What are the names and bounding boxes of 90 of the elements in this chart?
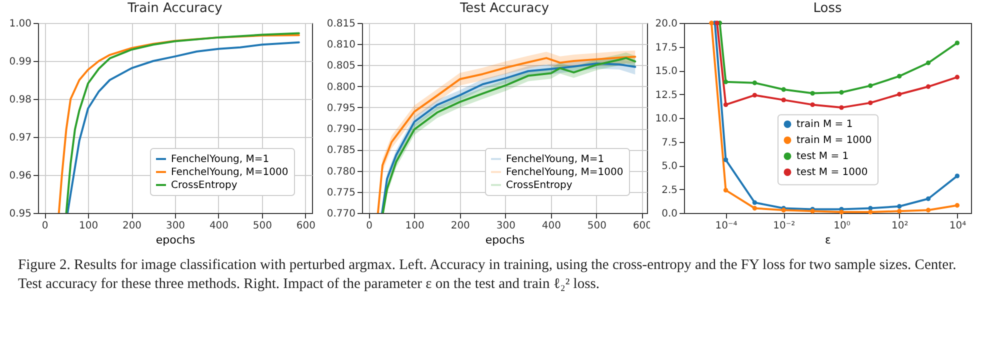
legend-label: test M = 1 [796, 151, 849, 162]
x-tick-label: 500 [587, 220, 607, 232]
point [810, 90, 815, 96]
x-tick-label: 400 [209, 220, 229, 232]
point [896, 208, 902, 214]
x-tick-label: 500 [252, 220, 272, 232]
point [868, 100, 873, 106]
legend-label: FenchelYoung, M=1 [506, 154, 604, 165]
y-tick-label: 0.780 [326, 166, 356, 178]
y-tick-label: 0.795 [326, 102, 356, 114]
point [723, 102, 728, 108]
legend-label: FenchelYoung, M=1 [171, 154, 270, 165]
point [896, 204, 902, 209]
legend-label: CrossEntropy [506, 180, 572, 191]
point [954, 40, 960, 46]
y-tick-label: 0.770 [326, 208, 356, 220]
y-tick-label: 0.96 [9, 170, 32, 182]
legend-label: train M = 1 [796, 119, 853, 130]
y-tick-label: 0.815 [326, 18, 356, 30]
point [868, 83, 873, 88]
point [810, 102, 815, 108]
point [926, 196, 931, 202]
point [926, 60, 931, 66]
legend-label: train M = 1000 [796, 135, 872, 146]
y-tick-label: 0.790 [326, 124, 356, 136]
point [752, 200, 758, 205]
point [868, 210, 873, 214]
chart-title: Test Accuracy [458, 1, 550, 16]
x-tick-label: 0 [42, 220, 48, 232]
point [723, 157, 728, 162]
point [896, 92, 902, 97]
y-tick-label: 15.0 [655, 66, 678, 77]
x-tick-label: 10⁴ [949, 220, 966, 232]
y-tick-label: 0.810 [326, 40, 356, 51]
x-axis-title: epochs [156, 234, 196, 246]
legend-label: CrossEntropy [171, 180, 238, 191]
point [752, 206, 758, 211]
x-tick-label: 10⁻² [773, 220, 796, 232]
x-tick-label: 100 [405, 220, 424, 232]
point [781, 87, 786, 92]
x-tick-label: 300 [496, 220, 516, 232]
point [954, 203, 960, 208]
y-tick-label: 0.99 [9, 56, 32, 68]
y-tick-label: 20.0 [655, 18, 678, 30]
point [723, 188, 728, 193]
y-tick-label: 0.785 [326, 145, 356, 156]
y-tick-label: 0.98 [9, 94, 32, 106]
x-tick-label: 0 [366, 220, 373, 232]
point [723, 80, 728, 84]
x-tick-label: 200 [450, 220, 470, 232]
point [954, 174, 960, 178]
y-tick-label: 5.0 [662, 161, 678, 172]
y-tick-label: 0.800 [326, 82, 356, 93]
y-tick-label: 7.5 [662, 137, 678, 148]
y-tick-label: 2.5 [662, 184, 678, 196]
point [839, 210, 844, 214]
point [926, 208, 931, 212]
y-tick-label: 0.805 [326, 60, 356, 72]
x-tick-label: 100 [78, 220, 98, 232]
point [839, 105, 844, 110]
x-tick-label: 300 [166, 220, 186, 232]
y-tick-label: 17.5 [655, 42, 678, 54]
y-tick-label: 10.0 [655, 114, 678, 124]
legend-label: FenchelYoung, M=1000 [171, 167, 288, 178]
x-tick-label: 400 [542, 220, 561, 232]
point [954, 74, 960, 80]
x-tick-label: 600 [296, 220, 316, 232]
x-axis-title: epochs [485, 234, 525, 246]
x-tick-label: 10⁻⁴ [715, 220, 738, 232]
y-tick-label: 0.775 [326, 187, 356, 198]
y-tick-label: 0.95 [9, 208, 32, 220]
x-axis-title: ε [825, 234, 832, 246]
chart-title: Train Accuracy [126, 1, 223, 16]
chart-title: Loss [813, 1, 842, 16]
legend-label: FenchelYoung, M=1000 [506, 167, 624, 178]
point [752, 80, 758, 86]
point [752, 92, 758, 98]
y-tick-label: 1.00 [9, 18, 32, 30]
y-tick-label: 0.0 [662, 208, 678, 220]
x-tick-label: 10⁰ [834, 220, 850, 232]
point [926, 84, 931, 89]
point [781, 98, 786, 102]
x-tick-label: 200 [122, 220, 142, 232]
caption: Figure 2. Results for image classification with perturbed argmax. Left. Accuracy in training, using the cross-entropy and the FY loss for two sample sizes. Center. Test accuracy for these three methods. Right. Impact of the parameter ε on the test and train ℓ₂² loss. [18, 256, 958, 294]
x-tick-label: 10² [891, 220, 908, 232]
point [896, 74, 902, 79]
y-tick-label: 0.97 [9, 132, 32, 144]
point [839, 90, 844, 95]
legend-label: test M = 1000 [796, 167, 868, 178]
y-tick-label: 12.5 [655, 90, 678, 101]
